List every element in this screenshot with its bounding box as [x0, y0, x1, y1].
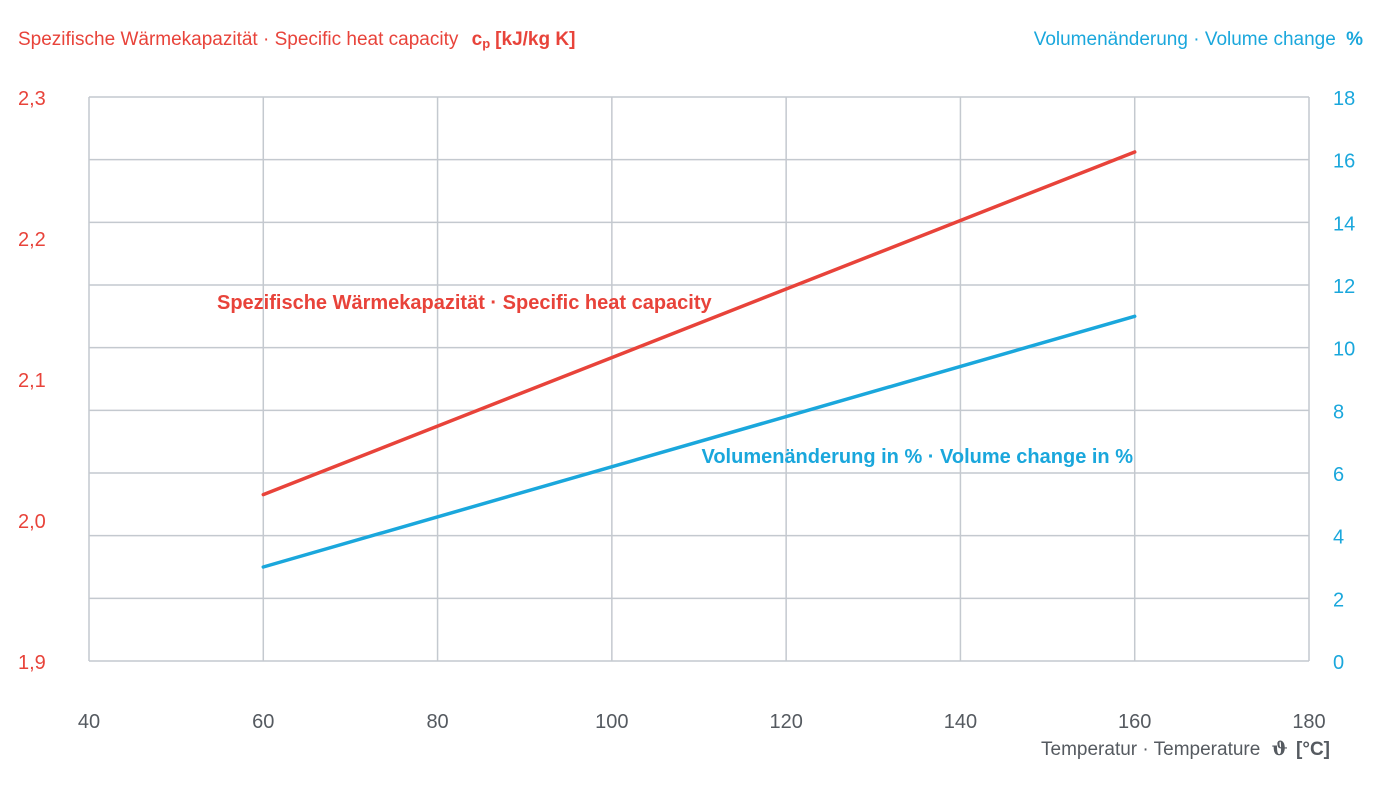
x-tick-label: 160 [1118, 711, 1151, 733]
x-tick-label: 140 [944, 711, 977, 733]
series-line-volume [261, 314, 1137, 569]
x-tick-label: 100 [595, 711, 628, 733]
grid [88, 96, 1310, 662]
y-left-tick-label: 2,0 [18, 511, 46, 533]
y-right-tick-label: 4 [1333, 527, 1344, 549]
tick-labels: 1,9 2,0 2,1 2,2 2,3 0 2 4 6 8 10 12 14 16 18 40 60 80 100 1… [18, 88, 1355, 733]
series-lines [261, 150, 1137, 569]
x-axis-symbol: ϑ [1272, 738, 1288, 760]
y-right-tick-label: 6 [1333, 464, 1344, 486]
series-line-heat [261, 150, 1137, 497]
series-label-heat: Spezifische Wärmekapazität · Specific he… [217, 292, 713, 314]
series-label-volume: Volumenänderung in % · Volume change in … [701, 446, 1133, 468]
y-right-tick-label: 18 [1333, 88, 1355, 110]
x-tick-label: 60 [252, 711, 274, 733]
y-right-tick-label: 12 [1333, 276, 1355, 298]
y-left-tick-label: 2,2 [18, 229, 46, 251]
y-left-tick-label: 1,9 [18, 652, 46, 674]
right-axis-unit: % [1346, 29, 1363, 50]
y-right-tick-label: 8 [1333, 401, 1344, 423]
y-left-tick-label: 2,3 [18, 88, 46, 110]
x-tick-label: 40 [78, 711, 100, 733]
right-axis-title: Volumenänderung · Volume change % [1034, 29, 1363, 50]
x-axis-title: Temperatur · Temperature ϑ [°C] [1041, 738, 1330, 760]
y-right-tick-label: 14 [1333, 213, 1355, 235]
left-axis-title: Spezifische Wärmekapazität · Specific he… [18, 29, 575, 51]
left-axis-unit-subscript: p [482, 36, 490, 51]
left-axis-title-text: Spezifische Wärmekapazität · Specific he… [18, 29, 459, 50]
y-right-tick-label: 0 [1333, 652, 1344, 674]
x-tick-label: 80 [426, 711, 448, 733]
right-axis-title-text: Volumenänderung · Volume change [1034, 29, 1336, 50]
x-tick-label: 180 [1292, 711, 1325, 733]
left-axis-unit-symbol: c [472, 29, 483, 50]
y-right-tick-label: 2 [1333, 589, 1344, 611]
y-right-tick-label: 16 [1333, 151, 1355, 173]
y-left-tick-label: 2,1 [18, 370, 46, 392]
y-right-tick-label: 10 [1333, 339, 1355, 361]
x-tick-label: 120 [769, 711, 802, 733]
left-axis-unit: [kJ/kg K] [495, 29, 575, 50]
x-axis-unit: [°C] [1296, 739, 1330, 760]
x-axis-title-text: Temperatur · Temperature [1041, 739, 1260, 760]
